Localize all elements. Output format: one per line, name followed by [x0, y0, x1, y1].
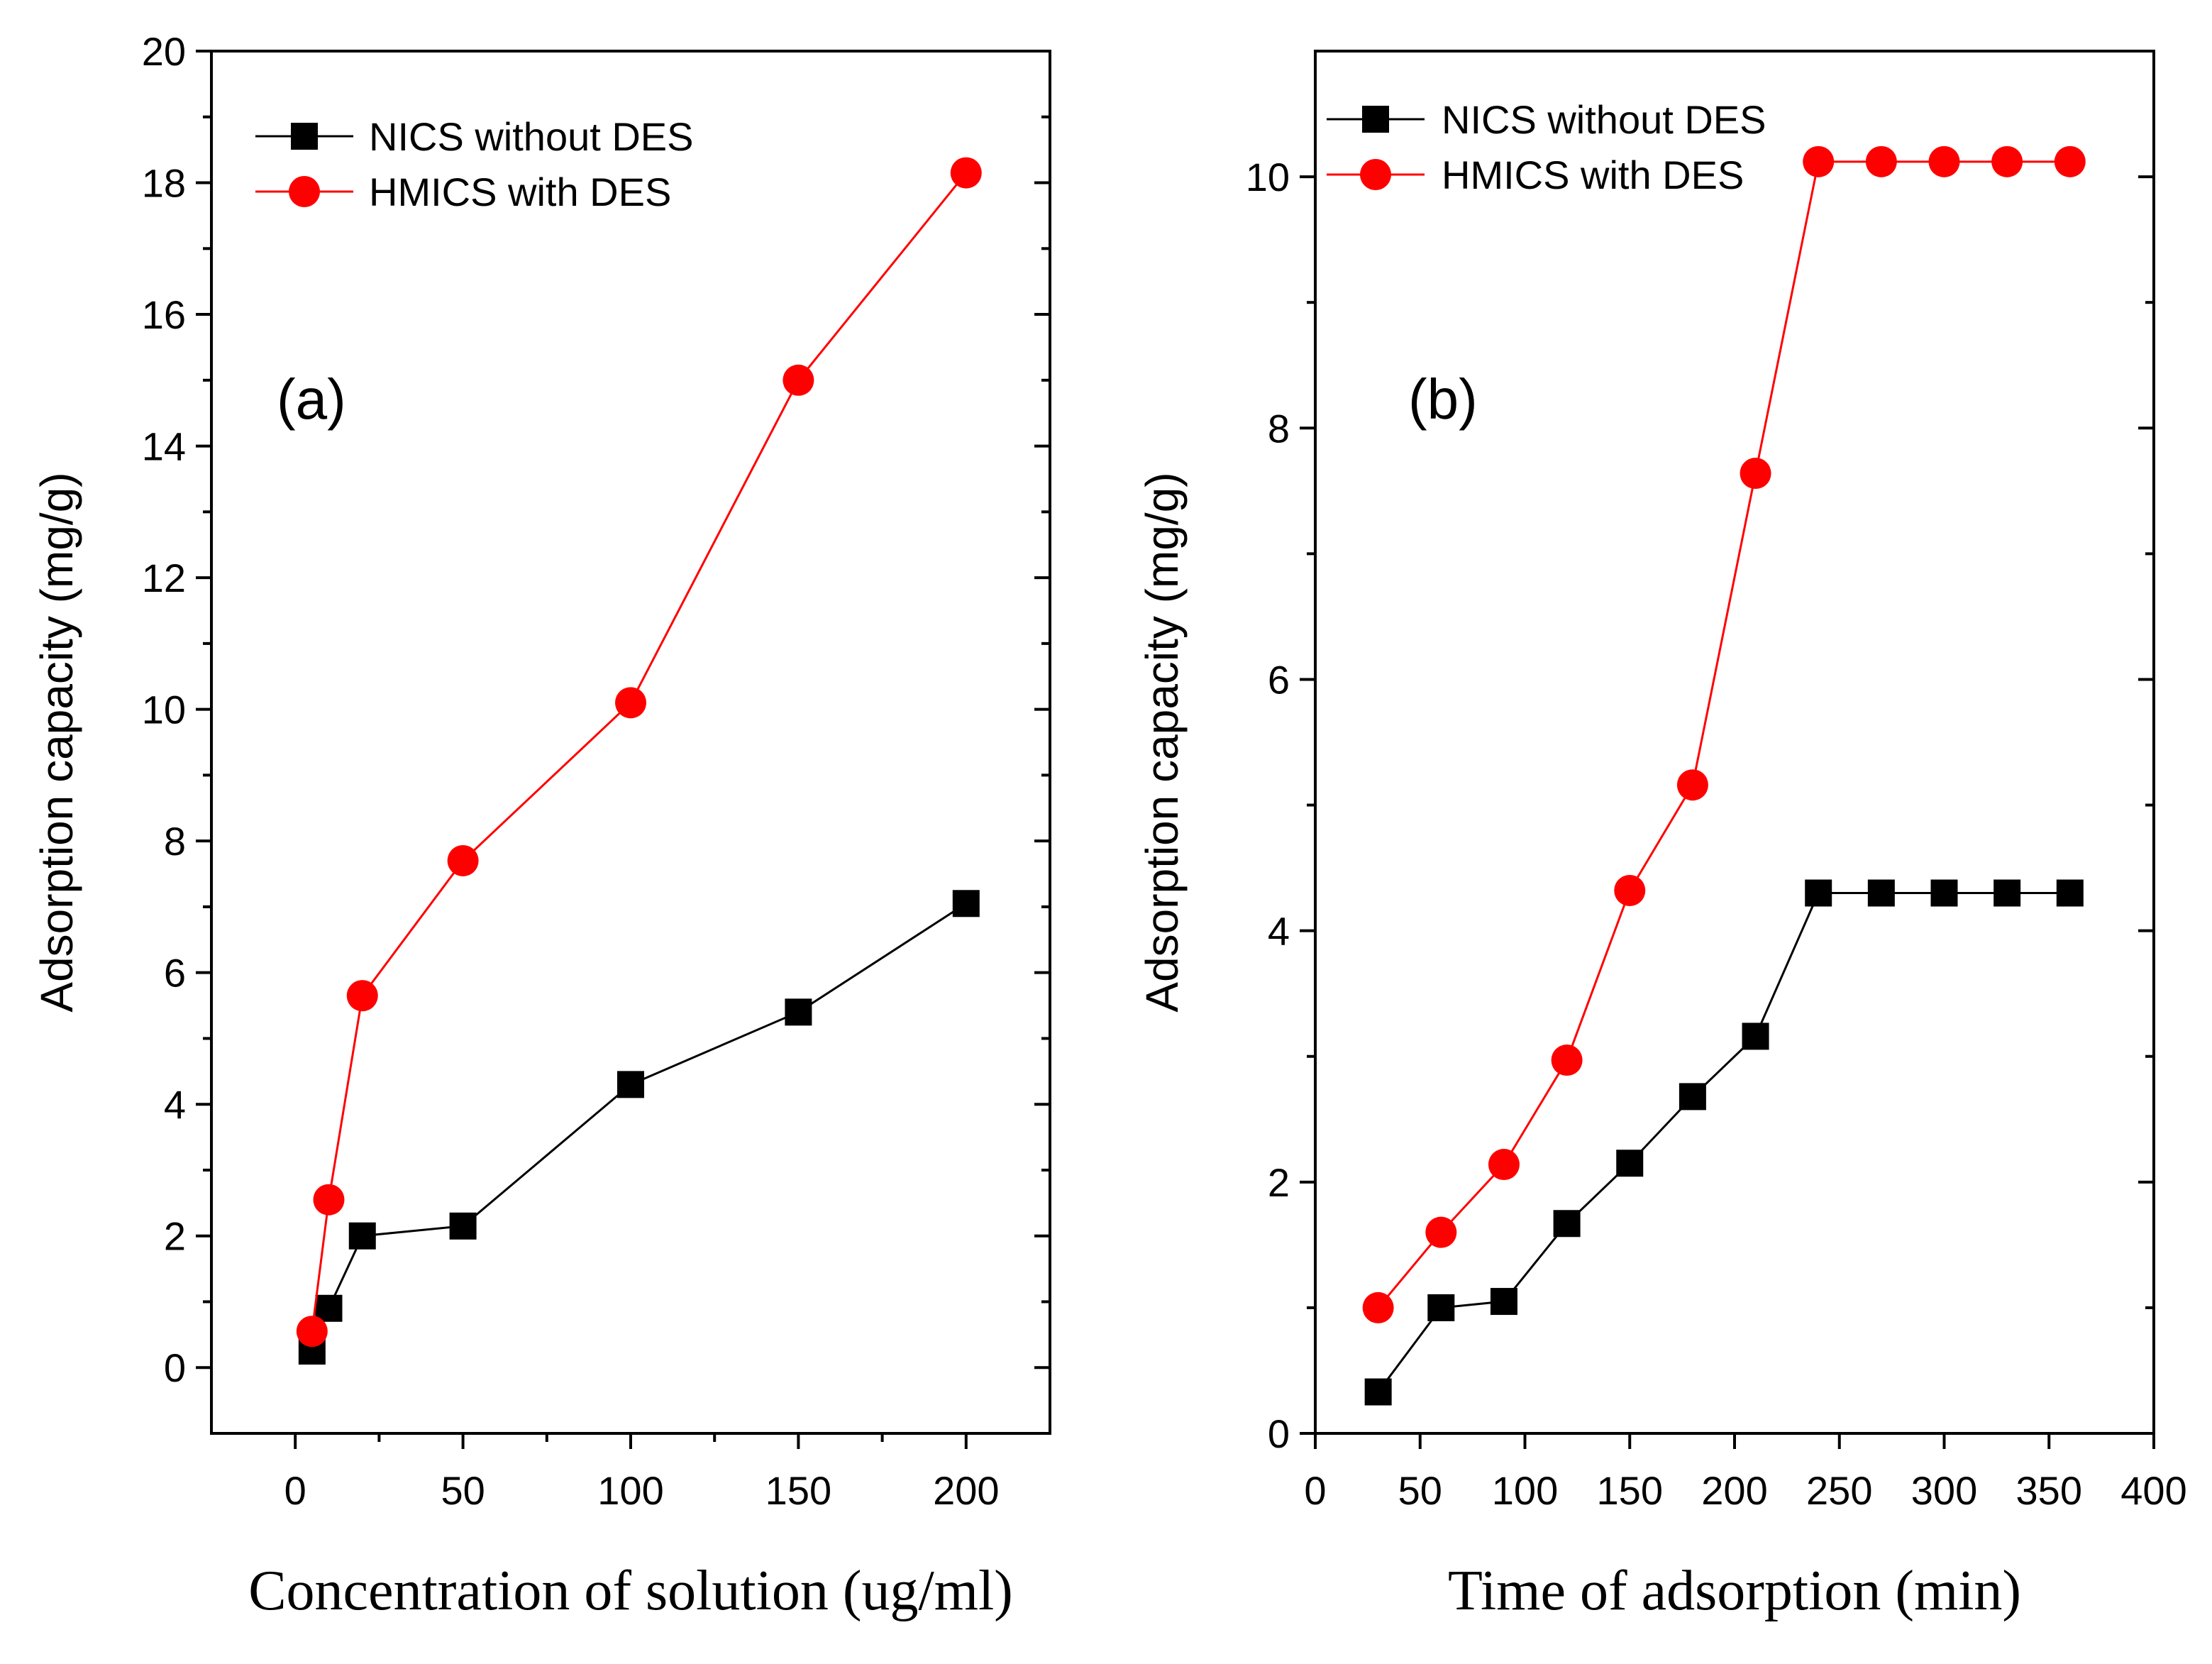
y-tick-label: 0	[1268, 1411, 1290, 1456]
data-point-circle	[1865, 145, 1897, 177]
x-tick-label: 0	[284, 1468, 306, 1513]
panel-label: (b)	[1408, 368, 1478, 431]
y-tick-label: 12	[142, 556, 186, 600]
legend-label: NICS without DES	[1442, 97, 1766, 142]
y-tick-label: 8	[1268, 406, 1290, 451]
y-tick-label: 2	[164, 1214, 186, 1259]
data-point-circle	[1614, 874, 1646, 906]
x-tick-label: 50	[441, 1468, 485, 1513]
data-point-square	[449, 1212, 477, 1240]
series-line-0	[311, 903, 967, 1352]
data-point-square	[348, 1222, 376, 1250]
data-point-square	[1553, 1210, 1581, 1238]
data-point-circle	[313, 1184, 345, 1216]
y-axis-title: Adsorption capacity (mg/g)	[1137, 472, 1188, 1012]
data-point-square	[1930, 879, 1958, 907]
data-point-circle	[1928, 145, 1960, 177]
data-point-circle	[1488, 1149, 1520, 1181]
y-tick-label: 16	[142, 292, 186, 337]
y-tick-label: 18	[142, 161, 186, 206]
y-tick-label: 6	[164, 951, 186, 996]
x-tick-label: 200	[933, 1468, 999, 1513]
x-tick-label: 100	[1492, 1468, 1558, 1513]
data-point-circle	[783, 364, 814, 396]
series-line-0	[1377, 892, 2070, 1393]
data-point-square	[1867, 879, 1895, 907]
y-tick-label: 20	[142, 29, 186, 74]
y-tick-label: 10	[142, 688, 186, 732]
y-tick-label: 0	[164, 1345, 186, 1390]
data-point-circle	[1803, 145, 1835, 177]
legend-marker-circle	[1360, 159, 1391, 190]
data-point-square	[785, 998, 812, 1026]
data-point-square	[1364, 1378, 1392, 1406]
data-point-circle	[1551, 1045, 1583, 1076]
series-line-1	[1377, 160, 2070, 1308]
x-tick-label: 350	[2016, 1468, 2082, 1513]
y-tick-label: 10	[1246, 155, 1290, 199]
legend-marker-circle	[289, 176, 320, 207]
legend-label: HMICS with DES	[1442, 153, 1744, 197]
series-line-1	[311, 172, 967, 1332]
x-tick-label: 150	[1597, 1468, 1663, 1513]
data-point-square	[952, 890, 980, 918]
y-tick-label: 2	[1268, 1160, 1290, 1205]
data-point-circle	[615, 687, 646, 719]
x-axis-title: Concentration of solution (ug/ml)	[248, 1560, 1013, 1622]
y-tick-label: 4	[1268, 909, 1290, 954]
data-point-circle	[1991, 145, 2023, 177]
data-point-circle	[296, 1316, 328, 1348]
x-tick-label: 50	[1398, 1468, 1442, 1513]
x-tick-label: 300	[1911, 1468, 1977, 1513]
legend-label: HMICS with DES	[369, 170, 671, 214]
x-tick-label: 100	[597, 1468, 663, 1513]
data-point-square	[2056, 879, 2084, 907]
data-point-square	[1742, 1023, 1769, 1050]
plot-frame	[210, 50, 1051, 1435]
data-point-square	[1616, 1150, 1644, 1177]
x-tick-label: 200	[1701, 1468, 1767, 1513]
data-point-circle	[950, 157, 982, 189]
y-axis-title: Adsorption capacity (mg/g)	[31, 472, 82, 1012]
x-tick-label: 400	[2120, 1468, 2186, 1513]
data-point-circle	[1676, 769, 1708, 801]
data-point-circle	[346, 980, 378, 1012]
data-point-square	[1993, 879, 2021, 907]
data-point-circle	[2054, 145, 2086, 177]
data-point-circle	[1362, 1291, 1394, 1323]
data-point-square	[1427, 1294, 1455, 1321]
y-tick-label: 6	[1268, 657, 1290, 702]
legend-marker-square	[1362, 106, 1389, 133]
data-point-square	[1805, 879, 1832, 907]
y-tick-label: 8	[164, 819, 186, 864]
legend-label: NICS without DES	[369, 114, 694, 159]
y-tick-label: 4	[164, 1082, 186, 1127]
data-point-square	[617, 1071, 644, 1098]
data-point-square	[1679, 1083, 1706, 1111]
data-point-circle	[447, 844, 479, 876]
data-point-circle	[1740, 458, 1771, 490]
x-axis-title: Time of adsorption (min)	[1448, 1560, 2021, 1622]
data-point-square	[315, 1294, 343, 1322]
x-tick-label: 250	[1806, 1468, 1872, 1513]
x-tick-label: 0	[1304, 1468, 1326, 1513]
panel-label: (a)	[277, 368, 346, 431]
legend-marker-square	[291, 123, 318, 150]
data-point-circle	[1425, 1216, 1457, 1248]
y-tick-label: 14	[142, 424, 186, 469]
x-tick-label: 150	[765, 1468, 831, 1513]
data-point-square	[1490, 1288, 1517, 1316]
